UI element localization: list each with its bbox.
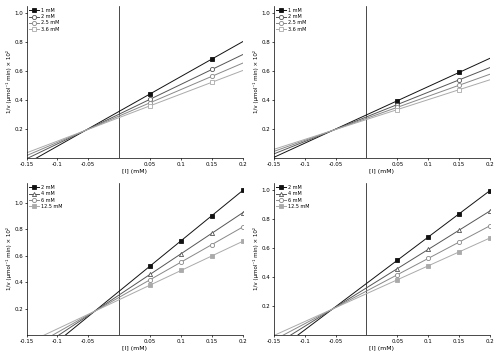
X-axis label: [I] (mM): [I] (mM) [370,169,394,174]
X-axis label: [I] (mM): [I] (mM) [122,346,147,351]
Y-axis label: 1/v (μmol⁻¹ min) × 10²: 1/v (μmol⁻¹ min) × 10² [6,50,12,113]
Legend: 1 mM, 2 mM, 2.5 mM, 3.6 mM: 1 mM, 2 mM, 2.5 mM, 3.6 mM [28,7,60,32]
X-axis label: [I] (mM): [I] (mM) [370,346,394,351]
Legend: 1 mM, 2 mM, 2.5 mM, 3.6 mM: 1 mM, 2 mM, 2.5 mM, 3.6 mM [275,7,307,32]
X-axis label: [I] (mM): [I] (mM) [122,169,147,174]
Legend: 2 mM, 4 mM, 6 mM, 12.5 mM: 2 mM, 4 mM, 6 mM, 12.5 mM [275,184,310,210]
Y-axis label: 1/v (μmol⁻¹ min) × 10²: 1/v (μmol⁻¹ min) × 10² [6,227,12,291]
Legend: 2 mM, 4 mM, 6 mM, 12.5 mM: 2 mM, 4 mM, 6 mM, 12.5 mM [28,184,63,210]
Y-axis label: 1/v (μmol⁻¹ min) × 10²: 1/v (μmol⁻¹ min) × 10² [253,50,259,113]
Y-axis label: 1/v (μmol⁻¹ min) × 10²: 1/v (μmol⁻¹ min) × 10² [253,227,259,291]
